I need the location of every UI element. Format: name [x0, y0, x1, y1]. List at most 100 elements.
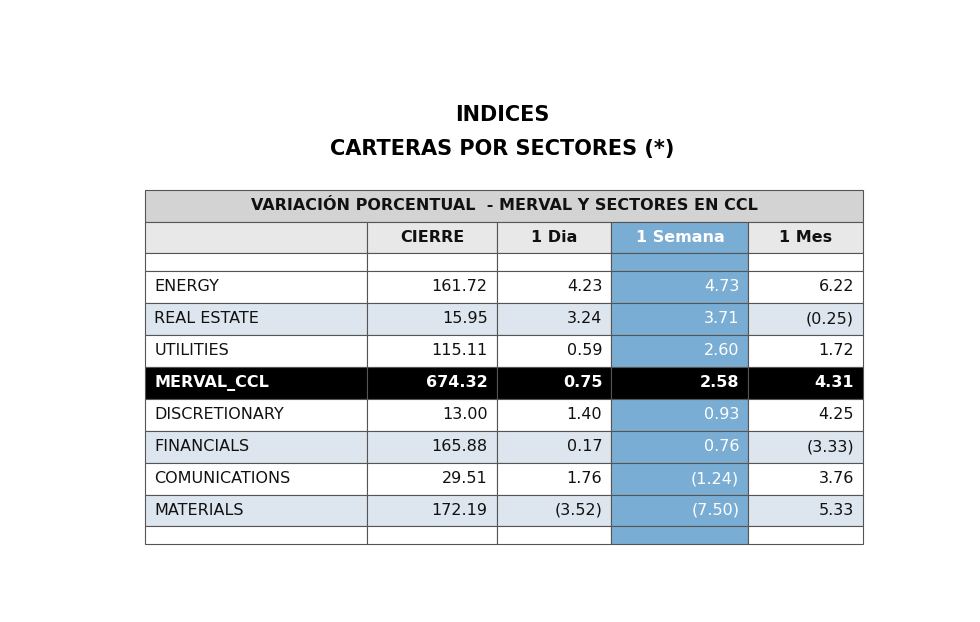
Text: INDICES: INDICES [455, 105, 550, 126]
Text: 0.93: 0.93 [704, 407, 739, 422]
Text: CIERRE: CIERRE [400, 230, 465, 245]
Bar [368, 335, 497, 367]
Text: 115.11: 115.11 [431, 343, 488, 358]
Text: DISCRETIONARY: DISCRETIONARY [155, 407, 284, 422]
Bar [612, 303, 749, 335]
Bar [497, 221, 612, 253]
Bar [145, 399, 368, 430]
Text: 6.22: 6.22 [818, 279, 854, 294]
Text: 1 Mes: 1 Mes [779, 230, 832, 245]
Bar [749, 221, 863, 253]
Bar [497, 430, 612, 463]
Bar [612, 463, 749, 494]
Bar [749, 399, 863, 430]
Bar [145, 526, 368, 544]
Bar [145, 335, 368, 367]
Text: 1.72: 1.72 [818, 343, 854, 358]
Bar [497, 463, 612, 494]
Text: 0.75: 0.75 [563, 375, 603, 390]
Text: 3.24: 3.24 [567, 312, 603, 327]
Text: REAL ESTATE: REAL ESTATE [155, 312, 260, 327]
Text: 29.51: 29.51 [442, 471, 488, 486]
Text: (1.24): (1.24) [691, 471, 739, 486]
Text: 4.23: 4.23 [567, 279, 603, 294]
Bar [749, 526, 863, 544]
Text: 4.25: 4.25 [818, 407, 854, 422]
Bar [145, 221, 368, 253]
Bar [145, 190, 863, 221]
Bar [749, 253, 863, 271]
Bar [749, 494, 863, 526]
Bar [612, 253, 749, 271]
Bar [497, 271, 612, 303]
Bar [368, 399, 497, 430]
Bar [612, 367, 749, 399]
Bar [612, 399, 749, 430]
Text: 674.32: 674.32 [426, 375, 488, 390]
Text: UTILITIES: UTILITIES [155, 343, 229, 358]
Text: FINANCIALS: FINANCIALS [155, 439, 250, 454]
Text: MATERIALS: MATERIALS [155, 503, 244, 518]
Text: 0.59: 0.59 [566, 343, 603, 358]
Text: 0.76: 0.76 [704, 439, 739, 454]
Text: 15.95: 15.95 [442, 312, 488, 327]
Bar [497, 526, 612, 544]
Bar [612, 494, 749, 526]
Bar [749, 463, 863, 494]
Text: 3.71: 3.71 [704, 312, 739, 327]
Text: (7.50): (7.50) [691, 503, 739, 518]
Bar [749, 367, 863, 399]
Bar [612, 335, 749, 367]
Text: 2.60: 2.60 [704, 343, 739, 358]
Text: 4.73: 4.73 [704, 279, 739, 294]
Text: 1.40: 1.40 [566, 407, 603, 422]
Bar [368, 430, 497, 463]
Bar [497, 367, 612, 399]
Text: (0.25): (0.25) [806, 312, 854, 327]
Text: 5.33: 5.33 [818, 503, 854, 518]
Text: 13.00: 13.00 [442, 407, 488, 422]
Text: 165.88: 165.88 [431, 439, 488, 454]
Bar [368, 271, 497, 303]
Text: 172.19: 172.19 [431, 503, 488, 518]
Bar [368, 303, 497, 335]
Bar [497, 399, 612, 430]
Bar [612, 221, 749, 253]
Text: MERVAL_CCL: MERVAL_CCL [155, 375, 270, 391]
Bar [145, 303, 368, 335]
Bar [145, 271, 368, 303]
Text: 3.76: 3.76 [818, 471, 854, 486]
Bar [612, 526, 749, 544]
Text: CARTERAS POR SECTORES (*): CARTERAS POR SECTORES (*) [330, 139, 674, 159]
Bar [368, 494, 497, 526]
Bar [749, 335, 863, 367]
Bar [368, 526, 497, 544]
Bar [749, 430, 863, 463]
Bar [749, 271, 863, 303]
Text: 4.31: 4.31 [814, 375, 854, 390]
Bar [497, 253, 612, 271]
Text: 1 Semana: 1 Semana [635, 230, 724, 245]
Text: (3.33): (3.33) [807, 439, 854, 454]
Bar [145, 463, 368, 494]
Text: VARIACIÓN PORCENTUAL  - MERVAL Y SECTORES EN CCL: VARIACIÓN PORCENTUAL - MERVAL Y SECTORES… [251, 198, 758, 213]
Bar [145, 253, 368, 271]
Bar [497, 494, 612, 526]
Text: 2.58: 2.58 [700, 375, 739, 390]
Bar [497, 335, 612, 367]
Bar [368, 221, 497, 253]
Text: 0.17: 0.17 [566, 439, 603, 454]
Bar [612, 271, 749, 303]
Bar [145, 430, 368, 463]
Bar [612, 430, 749, 463]
Text: ENERGY: ENERGY [155, 279, 220, 294]
Text: (3.52): (3.52) [555, 503, 603, 518]
Text: 161.72: 161.72 [431, 279, 488, 294]
Bar [368, 253, 497, 271]
Text: 1 Dia: 1 Dia [531, 230, 577, 245]
Text: 1.76: 1.76 [566, 471, 603, 486]
Bar [497, 303, 612, 335]
Bar [749, 303, 863, 335]
Bar [368, 463, 497, 494]
Bar [145, 367, 368, 399]
